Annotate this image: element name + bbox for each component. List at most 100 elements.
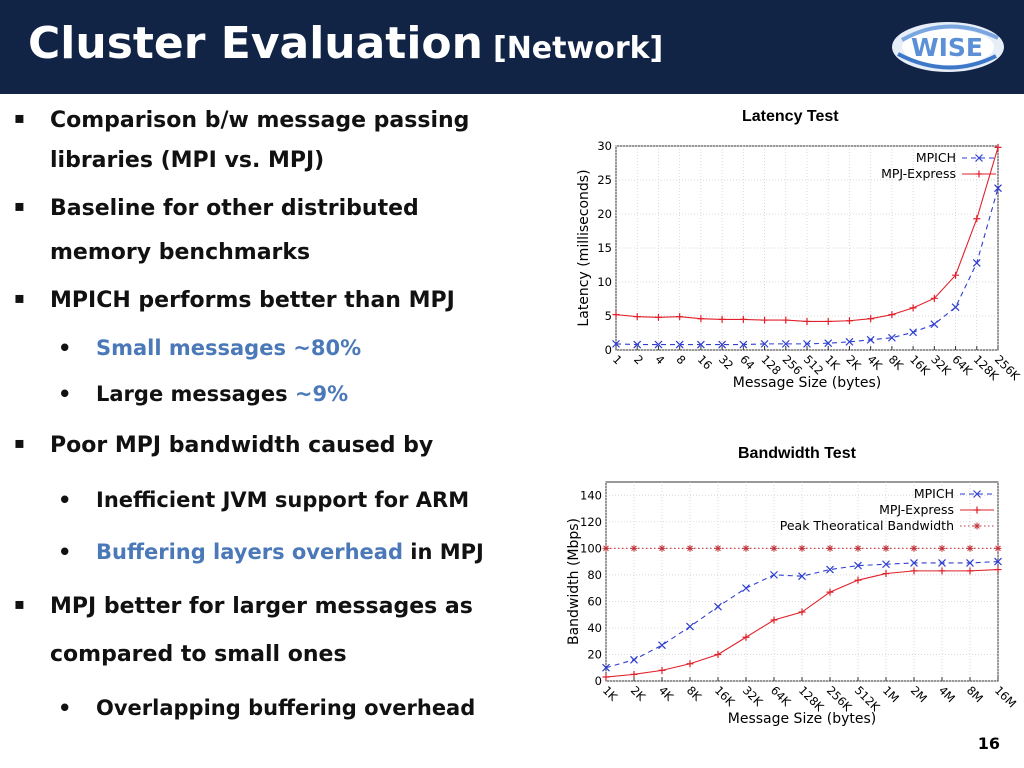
bullet-text: Comparison b/w message passing	[50, 108, 469, 133]
data-point	[938, 567, 946, 575]
x-axis-label: Message Size (bytes)	[733, 375, 882, 391]
data-point	[966, 567, 974, 575]
data-point	[994, 143, 1002, 151]
bullet-text: Poor MPJ bandwidth caused by	[50, 433, 433, 458]
data-point	[952, 271, 960, 279]
bullet-text: MPICH performs better than MPJ	[50, 288, 455, 313]
legend-label: MPICH	[914, 486, 954, 501]
x-tick-label: 32	[716, 352, 736, 372]
x-tick-label: 8M	[964, 683, 986, 705]
y-tick-label: 40	[587, 621, 602, 635]
bullet-marker: •	[58, 336, 72, 360]
y-tick-label: 60	[587, 594, 602, 608]
bullet-text-run: Baseline for other distributed	[50, 196, 419, 221]
x-tick-label: 128	[758, 352, 783, 377]
data-point	[696, 340, 705, 349]
data-point	[658, 641, 666, 650]
data-point	[938, 544, 946, 552]
data-point	[882, 570, 890, 578]
series-mpj-express	[602, 566, 1002, 681]
x-tick-label: 4K	[865, 352, 886, 373]
data-point	[658, 666, 666, 674]
data-point	[676, 313, 684, 321]
bullet-text-run: libraries (MPI vs. MPJ)	[50, 148, 325, 173]
y-tick-label: 10	[597, 275, 612, 289]
bullet-marker: ▪	[14, 196, 25, 215]
data-point	[910, 544, 918, 552]
legend-marker	[975, 154, 983, 162]
series-mpj-express	[612, 143, 1002, 325]
bullet-text-run: Buffering layers overhead	[96, 540, 403, 564]
series-mpich	[612, 184, 1002, 349]
legend-marker	[973, 522, 981, 530]
data-point	[602, 663, 610, 672]
bullet-text-run: Small messages ~80%	[96, 336, 362, 360]
x-tick-label: 128K	[796, 683, 827, 714]
bullet-marker: •	[58, 540, 72, 564]
y-axis-label: Bandwidth (Mbps)	[566, 518, 582, 645]
data-point	[854, 576, 862, 584]
data-point	[867, 315, 875, 323]
slide-title-sub: [Network]	[492, 31, 664, 66]
x-tick-label: 8K	[886, 352, 907, 373]
data-point	[909, 304, 917, 312]
data-point	[887, 333, 896, 342]
data-point	[798, 572, 806, 581]
x-tick-label: 32K	[740, 683, 766, 709]
data-point	[633, 340, 642, 349]
data-point	[798, 608, 806, 616]
legend-marker	[975, 170, 983, 178]
y-tick-label: 0	[595, 674, 602, 688]
legend-marker	[973, 506, 981, 514]
data-point	[739, 340, 748, 349]
data-point	[612, 311, 620, 319]
bullet-marker: ▪	[14, 288, 25, 307]
data-point	[742, 544, 750, 552]
x-tick-label: 512	[801, 352, 826, 377]
x-tick-label: 1	[610, 352, 625, 367]
data-point	[697, 315, 705, 323]
bullet-text: Overlapping buffering overhead	[96, 696, 475, 720]
bullet-text-run: memory benchmarks	[50, 240, 311, 265]
data-point	[742, 633, 750, 641]
y-tick-label: 80	[587, 568, 602, 582]
data-point	[654, 340, 663, 349]
data-point	[910, 567, 918, 575]
x-tick-label: 16K	[907, 352, 933, 378]
bullet-marker: ▪	[14, 594, 25, 613]
legend-label: MPJ-Express	[879, 502, 954, 517]
data-point	[761, 316, 769, 324]
x-tick-label: 1M	[880, 683, 902, 705]
x-tick-label: 64K	[949, 352, 975, 378]
data-point	[602, 673, 610, 681]
data-point	[798, 544, 806, 552]
bullet-text: libraries (MPI vs. MPJ)	[50, 148, 324, 173]
data-point	[602, 544, 610, 552]
bullet-text-run: in MPJ	[403, 540, 484, 564]
legend-label: MPICH	[916, 150, 956, 165]
data-point	[714, 602, 722, 611]
bullet-text: Large messages ~9%	[96, 382, 348, 406]
y-tick-label: 30	[597, 139, 612, 153]
data-point	[845, 337, 854, 346]
x-tick-label: 4	[652, 352, 667, 367]
y-tick-label: 5	[605, 309, 612, 323]
series-mpich	[602, 557, 1002, 672]
data-point	[686, 622, 694, 631]
y-tick-label: 140	[580, 488, 602, 502]
y-tick-label: 20	[597, 207, 612, 221]
data-point	[803, 339, 811, 348]
x-tick-label: 64K	[768, 683, 794, 709]
data-point	[882, 560, 890, 569]
x-tick-label: 64	[737, 352, 757, 372]
y-tick-label: 100	[580, 541, 602, 555]
x-tick-label: 32K	[928, 352, 954, 378]
data-point	[994, 544, 1002, 552]
series-line	[605, 561, 999, 669]
data-point	[612, 339, 620, 348]
x-tick-label: 4K	[656, 683, 677, 704]
data-point	[973, 215, 981, 223]
data-point	[888, 311, 896, 319]
